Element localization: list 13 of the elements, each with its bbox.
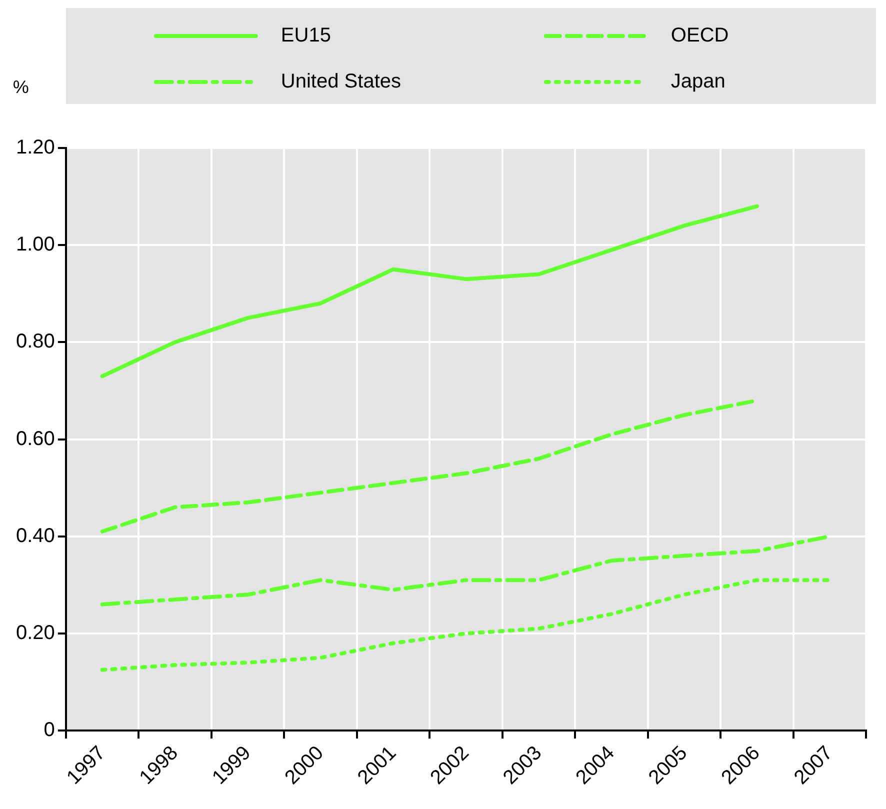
y-tick-label: 1.00 xyxy=(16,234,55,256)
legend-label: OECD xyxy=(670,24,729,47)
y-tick-label: 0.40 xyxy=(16,524,55,547)
legend-label: Japan xyxy=(670,70,726,93)
legend-label: EU15 xyxy=(280,24,331,47)
y-tick-label: 0.80 xyxy=(16,330,55,353)
y-tick-label: 1.20 xyxy=(16,136,55,159)
line-series xyxy=(100,578,832,672)
y-tick-label: 0.60 xyxy=(16,428,55,450)
y-tick-label: 0 xyxy=(44,719,55,742)
legend-label: United States xyxy=(280,70,402,93)
y-axis-title: % xyxy=(12,77,29,97)
y-tick-label: 0.20 xyxy=(16,622,55,644)
